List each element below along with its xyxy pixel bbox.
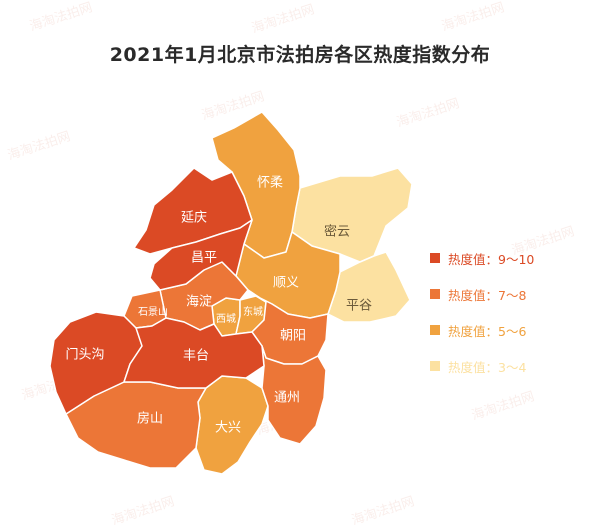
legend-label: 热度值：3～4 [448,359,527,375]
legend-swatch [430,289,440,299]
legend-swatch [430,253,440,263]
label-chaoyang: 朝阳 [280,329,306,344]
label-pinggu: 平谷 [346,299,372,314]
label-shijingshan: 石景山 [138,306,168,318]
label-mentougou: 门头沟 [65,348,104,363]
legend-swatch [430,325,440,335]
district-tongzhou[interactable] [261,345,327,445]
legend-item: 热度值：7～8 [430,276,590,312]
label-xicheng: 西城 [216,313,236,325]
label-dongcheng: 东城 [243,305,263,318]
legend: 热度值：9～10 热度值：7～8 热度值：5～6 热度值：3～4 [430,240,590,384]
legend-label: 热度值：9～10 [448,251,535,267]
label-fengtai: 丰台 [183,349,209,364]
label-shunyi: 顺义 [273,276,299,291]
district-fengtai[interactable] [123,317,265,389]
label-yanqing: 延庆 [181,211,207,226]
label-huairou: 怀柔 [257,176,283,191]
label-changping: 昌平 [191,251,217,266]
legend-swatch [430,361,440,371]
legend-label: 热度值：7～8 [448,287,527,303]
label-daxing: 大兴 [215,421,241,436]
legend-item: 热度值：9～10 [430,240,590,276]
label-fangshan: 房山 [137,411,163,427]
legend-item: 热度值：3～4 [430,348,590,384]
legend-item: 热度值：5～6 [430,312,590,348]
page-title: 2021年1月北京市法拍房各区热度指数分布 [109,44,491,66]
legend-label: 热度值：5～6 [448,323,527,339]
label-haidian: 海淀 [186,295,212,310]
label-tongzhou: 通州 [274,391,300,406]
district-changping[interactable] [149,219,253,291]
label-miyun: 密云 [324,224,350,240]
